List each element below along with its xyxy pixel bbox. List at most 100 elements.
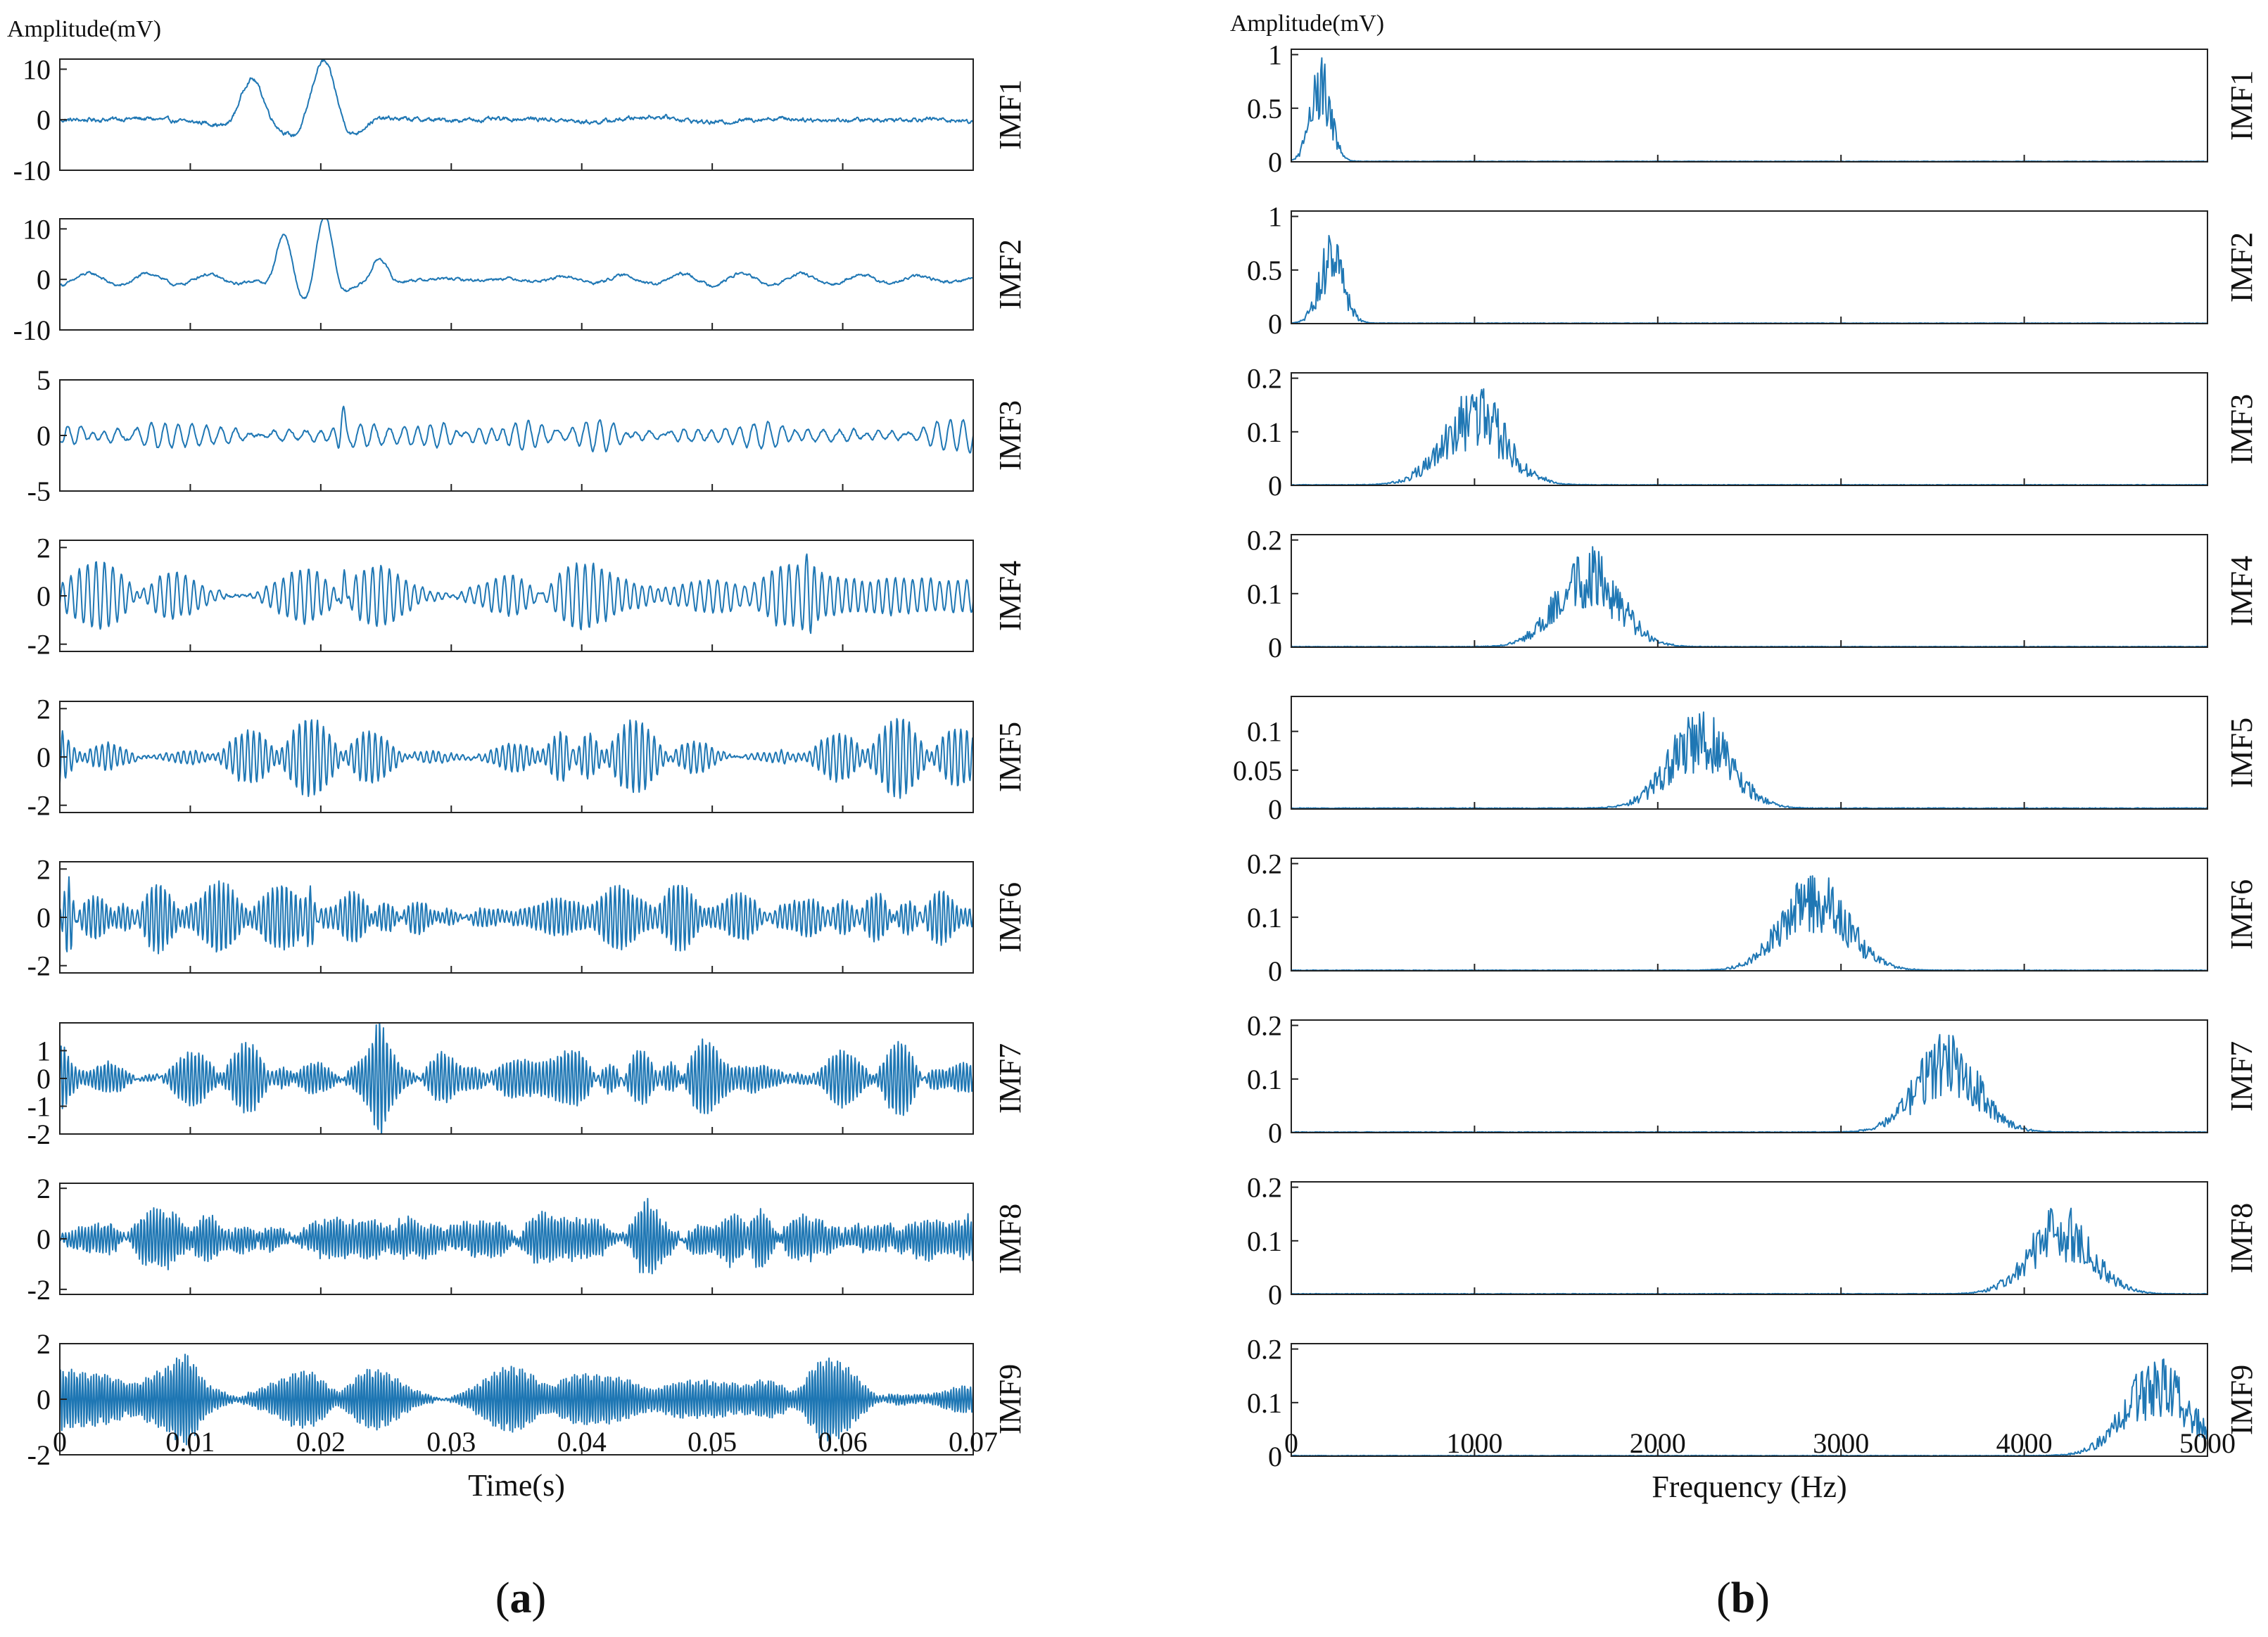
panel-imf8: 0.2 0.1 0 IMF8 bbox=[1247, 1172, 2259, 1311]
panel-imf6: 2 0 -2 IMF6 bbox=[27, 853, 1027, 981]
x-tick-label: 1000 bbox=[1446, 1427, 1502, 1459]
series-line-imf1 bbox=[1291, 57, 2207, 162]
panel-frame bbox=[59, 58, 974, 171]
panel-frame bbox=[1291, 372, 2208, 486]
y-tick-label: 0 bbox=[1268, 308, 1282, 340]
y-tick-label: 1 bbox=[1268, 39, 1282, 71]
y-tick-label: 0.5 bbox=[1247, 93, 1282, 125]
y-tick-label: 0.5 bbox=[1247, 255, 1282, 286]
y-tick-label: 0 bbox=[37, 741, 51, 773]
x-tick-label: 0.01 bbox=[165, 1426, 215, 1458]
y-tick-label: 2 bbox=[37, 1173, 51, 1204]
y-tick-label: 0.1 bbox=[1247, 1225, 1282, 1257]
panel-frame bbox=[1291, 534, 2208, 648]
y-tick-label: 0.1 bbox=[1247, 1387, 1282, 1419]
series-line-imf8 bbox=[1291, 1207, 2207, 1294]
x-tick-label: 3000 bbox=[1813, 1427, 1869, 1459]
series-line-imf2 bbox=[1291, 234, 2207, 324]
panel-label-imf6: IMF6 bbox=[2224, 879, 2259, 950]
panel-label-imf7: IMF7 bbox=[2224, 1041, 2259, 1111]
panel-imf2: 1 0.5 0 IMF2 bbox=[1247, 201, 2259, 340]
y-tick-label: 0 bbox=[37, 1223, 51, 1255]
y-tick-label: 0 bbox=[37, 1063, 51, 1095]
y-tick-label: 2 bbox=[37, 1328, 51, 1360]
y-tick-label: 0 bbox=[37, 580, 51, 612]
panel-label-imf6: IMF6 bbox=[993, 882, 1027, 953]
panel-frame bbox=[59, 379, 974, 492]
y-tick-label: -1 bbox=[27, 1091, 51, 1123]
series-line-imf3 bbox=[60, 405, 973, 454]
panel-imf2: 10 0 -10 IMF2 bbox=[13, 213, 1027, 346]
y-tick-label: 0.1 bbox=[1247, 716, 1282, 748]
x-tick-label: 0.02 bbox=[296, 1426, 346, 1458]
series-line-imf4 bbox=[60, 553, 973, 635]
y-tick-label: 2 bbox=[37, 532, 51, 563]
panel-imf4: 0.2 0.1 0 IMF4 bbox=[1247, 525, 2259, 663]
y-tick-label: -2 bbox=[27, 790, 51, 822]
x-tick-label: 0.07 bbox=[949, 1426, 998, 1458]
panel-label-imf8: IMF8 bbox=[2224, 1203, 2259, 1273]
y-tick-label: 0 bbox=[37, 1384, 51, 1415]
chart-b-frequency-domain: Amplitude(mV)10.50IMF110.50IMF20.20.10IM… bbox=[1230, 11, 2259, 1504]
panel-imf1: 10 0 -10 IMF1 bbox=[13, 53, 1027, 186]
y-tick-label: 0.05 bbox=[1233, 755, 1282, 786]
panel-label-imf5: IMF5 bbox=[2224, 718, 2259, 788]
panel-imf4: 2 0 -2 IMF4 bbox=[27, 532, 1027, 660]
series-line-imf1 bbox=[60, 59, 973, 137]
chart-a-time-domain: Amplitude(mV)100-10IMF1100-10IMF250-5IMF… bbox=[7, 16, 1027, 1503]
x-tick-label: 0 bbox=[53, 1426, 67, 1458]
x-axis-label: Frequency (Hz) bbox=[1652, 1470, 1846, 1504]
panel-label-imf2: IMF2 bbox=[993, 239, 1027, 310]
y-tick-label: 10 bbox=[23, 213, 51, 245]
x-tick-label: 0.06 bbox=[818, 1426, 868, 1458]
panel-frame bbox=[1291, 1181, 2208, 1295]
y-tick-label: 0.2 bbox=[1247, 525, 1282, 556]
series-line-imf3 bbox=[1291, 388, 2207, 485]
panel-frame bbox=[1291, 1343, 2208, 1457]
series-line-imf6 bbox=[60, 876, 973, 955]
panel-frame bbox=[1291, 858, 2208, 972]
y-tick-label: 0.1 bbox=[1247, 1064, 1282, 1095]
panel-label-imf9: IMF9 bbox=[993, 1364, 1027, 1434]
panel-label-imf3: IMF3 bbox=[2224, 394, 2259, 464]
series-line-imf2 bbox=[60, 219, 973, 300]
x-tick-label: 4000 bbox=[1996, 1427, 2053, 1459]
y-tick-label: 0 bbox=[1268, 1117, 1282, 1149]
panel-imf1: 1 0.5 0 IMF1 bbox=[1247, 39, 2259, 178]
panel-frame bbox=[59, 218, 974, 331]
series-line-imf5 bbox=[60, 718, 973, 799]
y-axis-label: Amplitude(mV) bbox=[7, 16, 161, 42]
x-tick-label: 0.05 bbox=[688, 1426, 737, 1458]
y-tick-label: -2 bbox=[27, 950, 51, 982]
y-tick-label: 0 bbox=[37, 902, 51, 934]
panel-imf5: 2 0 -2 IMF5 bbox=[27, 693, 1027, 821]
y-tick-label: -2 bbox=[27, 1119, 51, 1150]
y-tick-label: 0.2 bbox=[1247, 1334, 1282, 1365]
y-tick-label: 10 bbox=[23, 53, 51, 85]
x-tick-label: 2000 bbox=[1630, 1427, 1686, 1459]
panel-imf3: 0.2 0.1 0 IMF3 bbox=[1247, 363, 2259, 502]
y-tick-label: -10 bbox=[13, 314, 51, 346]
y-tick-label: 2 bbox=[37, 693, 51, 725]
panel-imf7: 0.2 0.1 0 IMF7 bbox=[1247, 1010, 2259, 1149]
panel-imf7: 10-1-2 IMF7 bbox=[27, 1022, 1027, 1150]
panel-frame bbox=[1291, 210, 2208, 324]
panel-label-imf8: IMF8 bbox=[993, 1204, 1027, 1274]
panel-label-imf5: IMF5 bbox=[993, 722, 1027, 792]
y-tick-label: 1 bbox=[1268, 201, 1282, 233]
caption-a: (a) bbox=[495, 1574, 546, 1622]
series-line-imf7 bbox=[60, 1023, 973, 1134]
panel-label-imf2: IMF2 bbox=[2224, 232, 2259, 302]
panel-imf3: 5 0 -5 IMF3 bbox=[27, 364, 1027, 507]
y-tick-label: 0.2 bbox=[1247, 1010, 1282, 1042]
y-tick-label: 1 bbox=[37, 1036, 51, 1067]
series-line-imf5 bbox=[1291, 711, 2207, 809]
y-tick-label: -5 bbox=[27, 476, 51, 507]
series-line-imf6 bbox=[1291, 875, 2207, 971]
x-tick-label: 0 bbox=[1284, 1427, 1298, 1459]
y-tick-label: 2 bbox=[37, 853, 51, 885]
panel-label-imf1: IMF1 bbox=[993, 79, 1027, 150]
series-line-imf9 bbox=[1291, 1358, 2207, 1456]
